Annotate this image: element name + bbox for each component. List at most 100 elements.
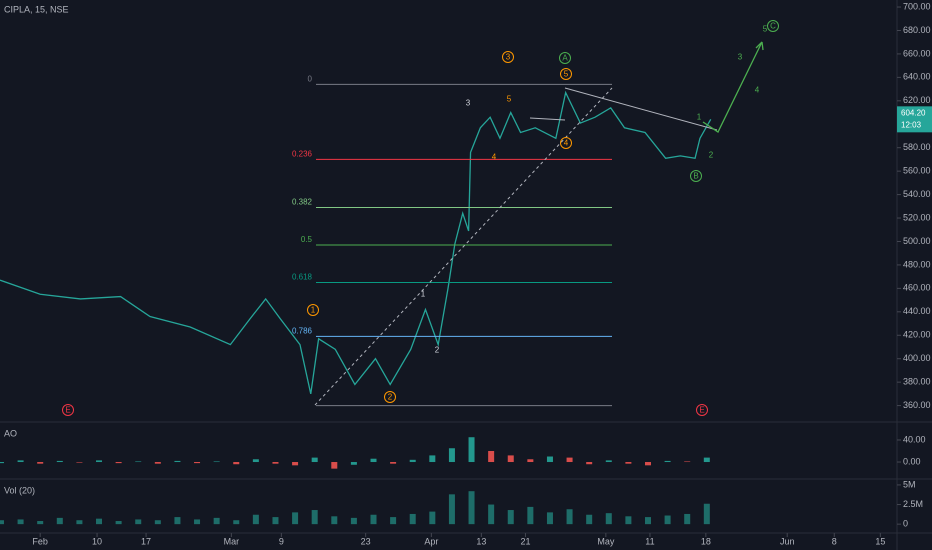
pane-title: AO [4, 428, 17, 438]
bar [292, 512, 299, 525]
bar [429, 455, 436, 463]
fib-label: 0.5 [301, 235, 313, 244]
x-tick-label: 8 [832, 536, 837, 546]
bar [96, 518, 103, 525]
bar [703, 457, 710, 463]
bar [409, 459, 416, 463]
bar [213, 461, 220, 463]
trendline [529, 117, 566, 121]
y-tick-label: 540.00 [903, 189, 931, 199]
wave-label: 4 [492, 153, 497, 162]
bar [76, 462, 83, 463]
y-tick-label: 0.00 [903, 456, 921, 466]
bar [350, 462, 357, 465]
bar [488, 451, 495, 463]
y-tick-label: 400.00 [903, 353, 931, 363]
bar [331, 516, 338, 525]
bar [292, 462, 299, 466]
y-tick-label: 580.00 [903, 142, 931, 152]
y-tick-label: 460.00 [903, 283, 931, 293]
bar [37, 521, 44, 525]
pane-title: Vol (20) [4, 485, 35, 495]
wave-circle [502, 51, 514, 63]
wave-label: 2 [388, 393, 393, 402]
wave-circle [560, 68, 572, 80]
bar [684, 513, 691, 525]
wave-label: B [693, 172, 698, 181]
bar [56, 460, 63, 463]
x-tick-label: 18 [701, 536, 711, 546]
y-tick-label: 520.00 [903, 212, 931, 222]
bar [174, 460, 181, 463]
bar [566, 457, 573, 463]
wave-label: E [65, 406, 70, 415]
bar [252, 514, 259, 525]
bar [311, 510, 318, 525]
wave-label: 4 [755, 86, 760, 95]
x-tick-label: Feb [32, 536, 48, 546]
y-tick-label: 700.00 [903, 1, 931, 11]
trendline [564, 87, 718, 131]
y-tick-label: 680.00 [903, 25, 931, 35]
bar [448, 494, 455, 525]
bar [625, 516, 632, 525]
wave-label: 2 [435, 346, 440, 355]
bar [507, 510, 514, 525]
wave-label: 5 [763, 25, 768, 34]
bar [566, 509, 573, 525]
bar [703, 503, 710, 525]
wave-label: 1 [421, 290, 426, 299]
bar [390, 517, 397, 525]
wave-label: 5 [507, 95, 512, 104]
bar [115, 521, 122, 525]
y-tick-label: 380.00 [903, 377, 931, 387]
bar [448, 448, 455, 463]
bar [17, 519, 24, 525]
bar [76, 520, 83, 525]
x-tick-label: Jun [780, 536, 795, 546]
y-tick-label: 480.00 [903, 259, 931, 269]
fib-label: 0.786 [292, 327, 313, 336]
x-tick-label: 21 [520, 536, 530, 546]
bar [350, 517, 357, 525]
bar [154, 520, 161, 525]
wave-label: 3 [466, 99, 471, 108]
wave-circle [307, 304, 319, 316]
y-tick-label: 660.00 [903, 48, 931, 58]
bar [194, 519, 201, 525]
wave-circle [384, 391, 396, 403]
bar [252, 459, 259, 463]
bar [233, 520, 240, 525]
bar [272, 462, 279, 464]
wave-circle [767, 20, 779, 32]
wave-label: E [699, 406, 704, 415]
x-tick-label: 23 [361, 536, 371, 546]
bar [194, 462, 201, 464]
bar [546, 456, 553, 463]
wave-circle [690, 170, 702, 182]
fib-trend [314, 87, 613, 406]
price-line [0, 90, 712, 395]
y-tick-label: 500.00 [903, 236, 931, 246]
y-tick-label: 0 [903, 519, 908, 529]
bar [272, 517, 279, 525]
last-price-label: 604.20 [901, 108, 926, 117]
bar [135, 519, 142, 525]
last-price-box [897, 106, 932, 133]
wave-label: A [562, 54, 568, 63]
wave-label: 1 [697, 113, 702, 122]
bar [625, 462, 632, 464]
bar [605, 513, 612, 525]
bar [233, 462, 240, 465]
bar [546, 512, 553, 525]
bar [96, 460, 103, 463]
y-tick-label: 640.00 [903, 72, 931, 82]
x-tick-label: May [597, 536, 615, 546]
bar [331, 462, 338, 469]
fib-label: 0.236 [292, 150, 313, 159]
x-tick-label: 15 [875, 536, 885, 546]
bar [605, 460, 612, 463]
